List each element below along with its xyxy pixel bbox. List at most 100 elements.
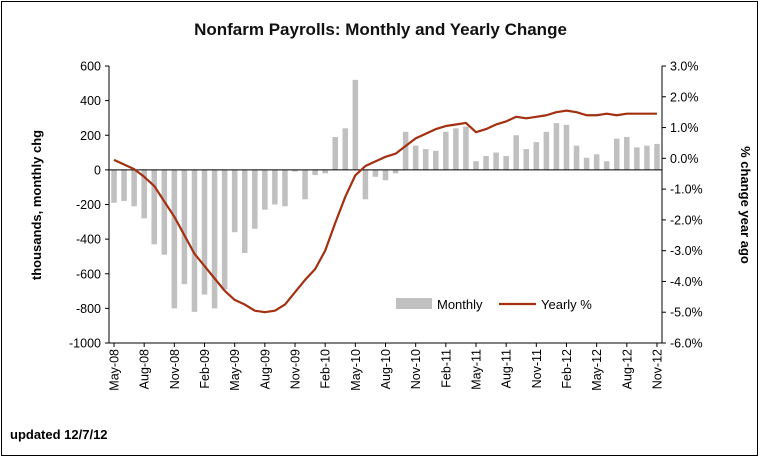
y-right-tick-label: 0.0% <box>670 152 699 166</box>
bar-monthly <box>252 169 258 229</box>
y-left-tick-label: 600 <box>80 60 101 74</box>
bar-monthly <box>493 152 499 170</box>
x-tick-label: Feb-11 <box>439 349 453 388</box>
legend-monthly-swatch <box>396 298 432 309</box>
x-tick-label: Aug-08 <box>138 349 152 389</box>
bar-monthly <box>543 131 550 170</box>
bar-monthly <box>553 123 560 170</box>
bar-monthly <box>312 169 318 176</box>
x-tick-label: Aug-12 <box>620 349 634 389</box>
bar-monthly <box>121 169 127 202</box>
y-right-tick-label: 3.0% <box>670 60 699 74</box>
bar-monthly <box>583 157 590 170</box>
axes-layer: 600 400 200 0 -200 -400 -600 -800 -1000 3.0% 2.0% 1… <box>69 60 703 391</box>
x-tick-label: Aug-10 <box>379 349 393 389</box>
bar-monthly <box>372 169 379 177</box>
bar-monthly <box>211 169 218 309</box>
updated-note: updated 12/7/12 <box>10 427 108 442</box>
x-tick-label: Aug-09 <box>258 349 272 389</box>
x-tick-label: Nov-10 <box>409 349 423 389</box>
bar-monthly <box>362 169 369 200</box>
bar-monthly <box>332 136 338 170</box>
bar-monthly <box>644 145 650 170</box>
y-axis-left-title: thousands, monthly chg <box>29 130 44 280</box>
bar-monthly <box>151 169 158 245</box>
bar-monthly <box>322 169 328 174</box>
y-right-tick-label: -3.0% <box>670 244 703 258</box>
x-tick-label: May-09 <box>228 349 242 391</box>
bar-monthly <box>443 131 449 170</box>
bar-monthly <box>412 145 419 170</box>
bar-monthly <box>302 169 308 200</box>
bar-monthly <box>624 136 630 170</box>
y-left-tick-label: -1000 <box>69 337 101 351</box>
bar-monthly <box>463 126 469 170</box>
bar-monthly <box>573 145 580 170</box>
x-tick-label: Nov-11 <box>530 349 544 388</box>
y-left-tick-label: 0 <box>94 163 101 177</box>
y-right-tick-label: 1.0% <box>670 121 699 135</box>
bar-monthly <box>563 124 570 170</box>
legend-yearly-label: Yearly % <box>541 297 592 312</box>
bar-monthly <box>161 169 168 255</box>
bar-monthly <box>282 169 288 207</box>
bar-monthly <box>191 169 198 312</box>
y-left-tick-label: -600 <box>76 267 101 281</box>
x-tick-label: Feb-12 <box>560 349 574 389</box>
bar-monthly <box>422 149 429 170</box>
bar-monthly <box>654 143 660 170</box>
y-right-tick-label: -6.0% <box>670 337 703 351</box>
x-tick-label: Nov-08 <box>168 349 182 389</box>
legend-monthly-label: Monthly <box>437 297 483 312</box>
bar-monthly <box>392 169 399 174</box>
y-right-tick-label: -2.0% <box>670 213 703 227</box>
bar-monthly <box>382 169 389 181</box>
y-left-tick-label: -400 <box>76 233 101 247</box>
bar-monthly <box>453 128 459 170</box>
bar-monthly <box>513 135 519 170</box>
x-tick-label: May-11 <box>469 349 483 390</box>
bar-monthly <box>603 161 610 170</box>
bar-monthly <box>231 169 238 233</box>
bar-monthly <box>533 142 540 170</box>
x-tick-label: Feb-10 <box>319 349 333 389</box>
x-tick-label: Nov-12 <box>650 349 664 389</box>
bar-monthly <box>131 169 137 207</box>
bar-monthly <box>221 169 228 290</box>
y-right-tick-label: 2.0% <box>670 90 699 104</box>
bar-monthly <box>433 150 439 170</box>
y-left-tick-label: 200 <box>80 129 101 143</box>
bar-monthly <box>352 79 359 170</box>
y-right-tick-label: -5.0% <box>670 306 703 320</box>
legend: Monthly Yearly % <box>396 297 592 312</box>
chart-title: Nonfarm Payrolls: Monthly and Yearly Cha… <box>194 20 567 39</box>
y-left-tick-label: 400 <box>80 94 101 108</box>
bar-monthly <box>523 149 530 170</box>
bar-monthly <box>613 138 620 170</box>
bar-monthly <box>111 169 117 203</box>
x-tick-label: Feb-09 <box>198 349 212 389</box>
bar-monthly <box>593 154 600 170</box>
bar-monthly <box>272 169 278 205</box>
bar-monthly <box>181 169 188 285</box>
bar-monthly <box>473 161 479 170</box>
bar-monthly <box>503 156 509 170</box>
y-left-tick-label: -200 <box>76 198 101 212</box>
bar-monthly <box>634 147 640 170</box>
bar-monthly <box>241 169 248 253</box>
bar-monthly <box>292 169 298 172</box>
bar-monthly <box>342 128 349 170</box>
y-right-tick-label: -4.0% <box>670 275 703 289</box>
bar-monthly <box>201 169 208 295</box>
bar-monthly <box>483 156 489 170</box>
bars-layer <box>111 79 660 312</box>
x-tick-label: May-08 <box>108 349 122 391</box>
line-yearly <box>113 109 657 314</box>
x-tick-label: Aug-11 <box>500 349 514 388</box>
x-tick-label: May-10 <box>349 349 363 391</box>
y-axis-right-title: % change year ago <box>738 146 753 264</box>
y-right-tick-label: -1.0% <box>670 183 703 197</box>
bar-monthly <box>141 169 147 219</box>
